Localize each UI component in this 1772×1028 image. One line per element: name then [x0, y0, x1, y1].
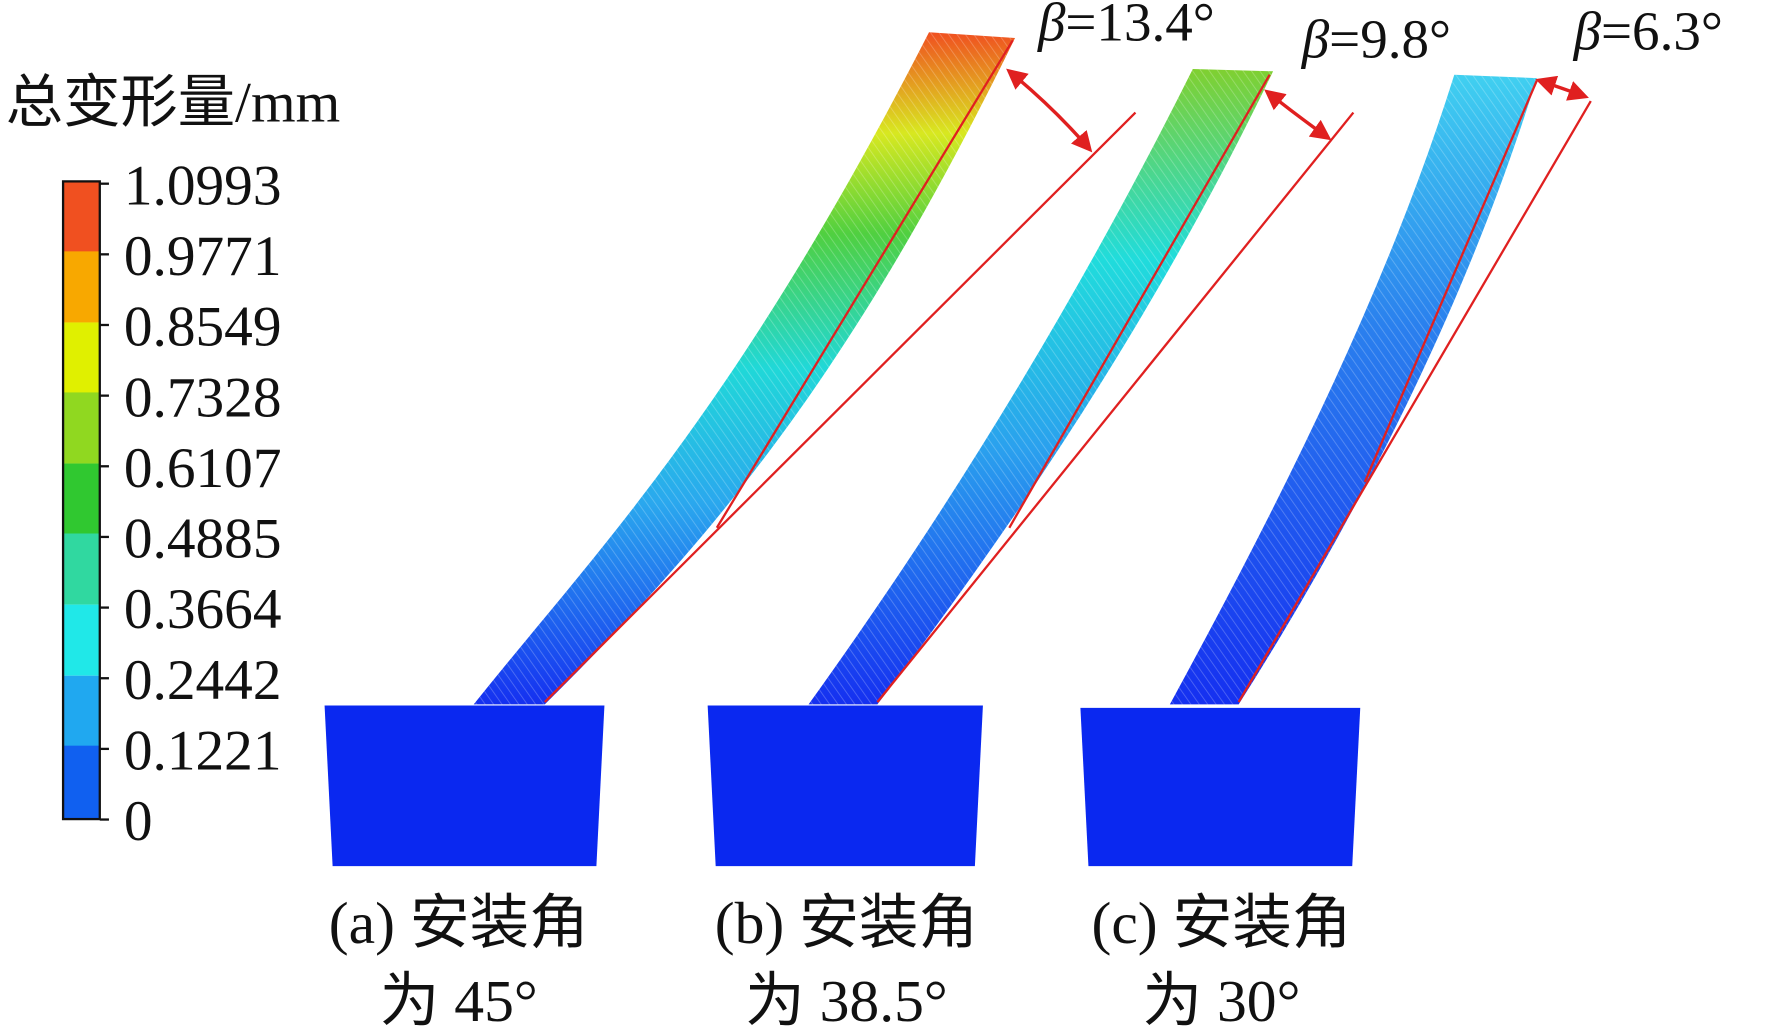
- tick-label: 0.7328: [124, 366, 282, 429]
- angle-arrow: [1264, 89, 1332, 141]
- beta-symbol: β: [1037, 0, 1066, 52]
- caption-line2: 为 45°: [380, 968, 538, 1028]
- beta-value: =6.3°: [1601, 0, 1723, 61]
- beta-symbol: β: [1301, 9, 1330, 70]
- blade-stripes: [808, 68, 1274, 705]
- caption-line1: (b) 安装角: [715, 890, 978, 956]
- tick-label: 1.0993: [124, 154, 282, 217]
- caption-line2: 为 38.5°: [745, 968, 948, 1028]
- tick-label: 0.9771: [124, 225, 282, 288]
- legend-title: 总变形量/mm: [6, 72, 340, 135]
- tick-label: 0.6107: [124, 437, 282, 500]
- tick-label: 0.1221: [124, 720, 282, 783]
- beta-value: =9.8°: [1329, 9, 1451, 70]
- beta-value: =13.4°: [1065, 0, 1214, 52]
- base: [324, 705, 605, 867]
- tick-label: 0.4885: [124, 508, 282, 571]
- beta-label: β=9.8°: [1301, 9, 1451, 70]
- angle-arrow: [1535, 75, 1589, 101]
- beta-label: β=13.4°: [1037, 0, 1215, 52]
- reference-line: [715, 39, 1014, 529]
- tick-label: 0: [124, 790, 153, 853]
- blade-stripes: [473, 32, 1016, 705]
- angle-arrow: [1006, 68, 1093, 153]
- beta-symbol: β: [1573, 0, 1602, 61]
- caption-line1: (a) 安装角: [329, 890, 589, 956]
- reference-line: [1008, 74, 1271, 529]
- tick-label: 0.8549: [124, 296, 282, 359]
- base: [707, 705, 983, 867]
- tick-label: 0.2442: [124, 649, 282, 712]
- reference-line: [876, 111, 1355, 703]
- beta-label: β=6.3°: [1573, 0, 1723, 61]
- blade-stripes: [1169, 74, 1537, 705]
- colorbar: [61, 180, 101, 821]
- reference-line: [543, 111, 1137, 703]
- caption-line1: (c) 安装角: [1091, 890, 1351, 956]
- caption-line2: 为 30°: [1142, 968, 1300, 1028]
- reference-line: [1363, 80, 1538, 483]
- tick-label: 0.3664: [124, 578, 282, 641]
- base: [1080, 707, 1361, 867]
- reference-line: [1237, 100, 1592, 703]
